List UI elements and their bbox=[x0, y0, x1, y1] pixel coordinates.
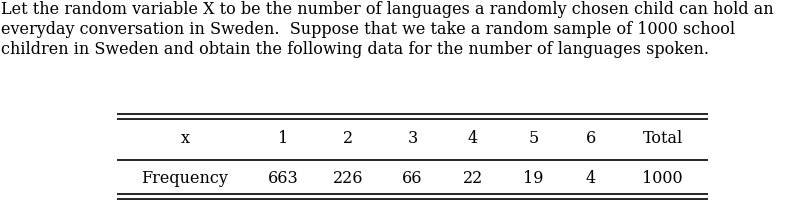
Text: 5: 5 bbox=[529, 130, 539, 147]
Text: 663: 663 bbox=[268, 170, 299, 187]
Text: Let the random variable X to be the number of languages a randomly chosen child : Let the random variable X to be the numb… bbox=[2, 1, 774, 58]
Text: Frequency: Frequency bbox=[142, 170, 228, 187]
Text: 1: 1 bbox=[279, 130, 289, 147]
Text: 19: 19 bbox=[523, 170, 544, 187]
Text: Total: Total bbox=[642, 130, 683, 147]
Text: 226: 226 bbox=[333, 170, 364, 187]
Text: 4: 4 bbox=[586, 170, 596, 187]
Text: 2: 2 bbox=[343, 130, 353, 147]
Text: 3: 3 bbox=[408, 130, 418, 147]
Text: 1000: 1000 bbox=[642, 170, 683, 187]
Text: 66: 66 bbox=[402, 170, 423, 187]
Text: 4: 4 bbox=[468, 130, 478, 147]
Text: x: x bbox=[180, 130, 190, 147]
Text: 6: 6 bbox=[586, 130, 596, 147]
Text: 22: 22 bbox=[463, 170, 483, 187]
